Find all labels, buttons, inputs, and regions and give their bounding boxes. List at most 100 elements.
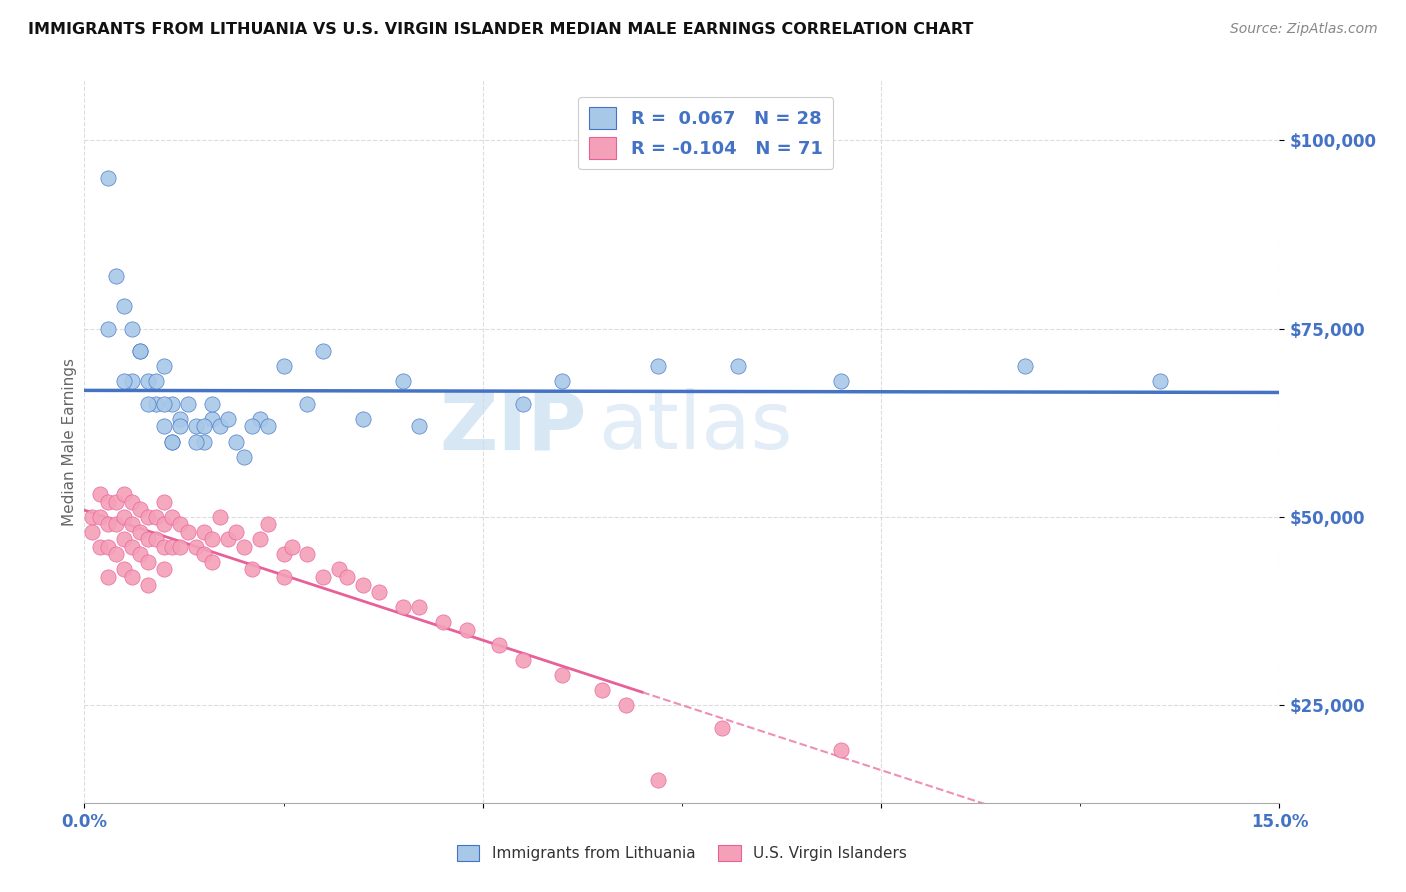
Point [591, 682, 613, 697]
Point [249, 412, 271, 426]
Point [1149, 374, 1171, 388]
Point [121, 570, 143, 584]
Text: ZIP: ZIP [439, 388, 586, 467]
Point [217, 533, 239, 547]
Point [160, 540, 183, 554]
Point [112, 509, 135, 524]
Point [160, 434, 183, 449]
Point [256, 517, 278, 532]
Point [193, 548, 215, 562]
Point [153, 562, 176, 576]
Point [240, 562, 263, 576]
Point [201, 412, 224, 426]
Point [153, 397, 176, 411]
Point [280, 540, 302, 554]
Point [105, 494, 128, 508]
Point [169, 540, 191, 554]
Point [177, 397, 200, 411]
Point [512, 653, 534, 667]
Point [153, 419, 176, 434]
Point [136, 533, 159, 547]
Point [432, 615, 454, 630]
Point [89, 509, 111, 524]
Point [710, 721, 733, 735]
Point [614, 698, 637, 712]
Point [647, 773, 669, 788]
Point [129, 548, 152, 562]
Point [273, 359, 295, 374]
Point [160, 434, 183, 449]
Point [97, 570, 120, 584]
Point [225, 524, 247, 539]
Point [160, 397, 183, 411]
Point [121, 374, 143, 388]
Point [129, 344, 152, 359]
Point [97, 517, 120, 532]
Point [232, 540, 254, 554]
Text: atlas: atlas [599, 388, 793, 467]
Text: Source: ZipAtlas.com: Source: ZipAtlas.com [1230, 22, 1378, 37]
Point [312, 570, 335, 584]
Point [129, 502, 152, 516]
Point [352, 577, 374, 591]
Point [249, 533, 271, 547]
Point [408, 600, 430, 615]
Point [336, 570, 359, 584]
Point [328, 562, 350, 576]
Point [169, 412, 191, 426]
Y-axis label: Median Male Earnings: Median Male Earnings [62, 358, 77, 525]
Point [297, 397, 319, 411]
Point [240, 419, 263, 434]
Point [112, 533, 135, 547]
Point [201, 555, 224, 569]
Point [121, 540, 143, 554]
Point [512, 397, 534, 411]
Point [456, 623, 478, 637]
Point [488, 638, 510, 652]
Point [136, 397, 159, 411]
Point [105, 548, 128, 562]
Point [392, 374, 415, 388]
Point [153, 494, 176, 508]
Point [830, 374, 852, 388]
Point [153, 517, 176, 532]
Point [112, 374, 135, 388]
Legend: Immigrants from Lithuania, U.S. Virgin Islanders: Immigrants from Lithuania, U.S. Virgin I… [450, 839, 914, 867]
Point [225, 434, 247, 449]
Point [121, 517, 143, 532]
Point [1014, 359, 1036, 374]
Point [136, 577, 159, 591]
Point [184, 419, 207, 434]
Point [169, 517, 191, 532]
Point [392, 600, 415, 615]
Point [89, 487, 111, 501]
Point [97, 321, 120, 335]
Point [297, 548, 319, 562]
Point [232, 450, 254, 464]
Point [136, 509, 159, 524]
Point [145, 509, 167, 524]
Point [177, 524, 200, 539]
Point [105, 517, 128, 532]
Point [368, 585, 391, 599]
Point [184, 540, 207, 554]
Point [153, 359, 176, 374]
Point [193, 524, 215, 539]
Point [551, 374, 574, 388]
Point [169, 419, 191, 434]
Point [89, 540, 111, 554]
Point [160, 509, 183, 524]
Point [145, 397, 167, 411]
Point [201, 397, 224, 411]
Point [184, 434, 207, 449]
Point [352, 412, 374, 426]
Point [193, 419, 215, 434]
Point [273, 548, 295, 562]
Point [129, 524, 152, 539]
Point [201, 533, 224, 547]
Point [217, 412, 239, 426]
Point [97, 540, 120, 554]
Point [105, 268, 128, 283]
Point [82, 524, 104, 539]
Point [727, 359, 749, 374]
